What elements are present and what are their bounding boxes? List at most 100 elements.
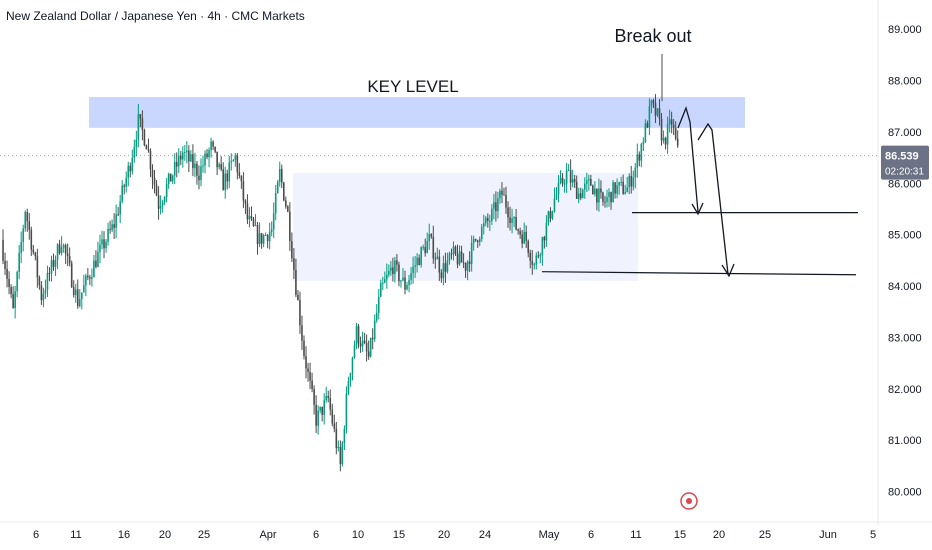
record-icon[interactable] (680, 492, 698, 510)
y-tick-label: 83.000 (888, 332, 922, 344)
candle-body (618, 182, 620, 186)
x-tick-label: 24 (479, 529, 491, 541)
candle-body (313, 388, 315, 405)
candle-body (133, 146, 136, 158)
candle-body (398, 264, 400, 282)
candle-body (184, 152, 186, 154)
candle-body (99, 244, 101, 252)
candle-body (511, 218, 513, 223)
candle-body (446, 260, 449, 272)
candle-body (305, 356, 307, 369)
candle-body (620, 181, 622, 183)
candle-body (588, 179, 590, 181)
candle-body (549, 211, 552, 219)
candle-body (287, 206, 289, 212)
candle-body (329, 397, 332, 410)
candle-body (676, 138, 679, 146)
candle-body (349, 373, 352, 382)
candle-body (654, 102, 657, 116)
x-tick-label: Jun (819, 529, 837, 541)
candle-body (129, 165, 132, 172)
y-tick-label: 86.000 (888, 178, 922, 190)
candle-body (379, 283, 382, 297)
candle-body (529, 252, 532, 261)
y-tick-label: 80.000 (888, 487, 922, 499)
candle-body (464, 263, 467, 271)
candle-body (323, 400, 325, 415)
candle-body (311, 380, 313, 389)
candle-body (347, 381, 350, 394)
candle-body (20, 241, 22, 253)
candle-body (250, 216, 253, 219)
candle-body (137, 114, 140, 140)
candle-body (238, 172, 241, 176)
candle-body (258, 233, 261, 245)
candle-body (386, 274, 388, 280)
candle-body (68, 256, 71, 264)
candle-body (470, 243, 473, 264)
price-tag-value: 86.539 (885, 151, 919, 163)
candle-body (418, 257, 420, 266)
candle-body (476, 240, 479, 243)
candle-body (115, 214, 117, 228)
candle-body (325, 395, 328, 401)
candle-body (422, 247, 424, 249)
candle-body (307, 368, 309, 372)
candle-body (521, 234, 523, 244)
candle-body (280, 168, 283, 183)
candle-body (153, 177, 156, 185)
y-tick-label: 84.000 (888, 281, 922, 293)
candle-body (656, 108, 659, 116)
candle-body (54, 259, 57, 267)
candle-body (458, 251, 461, 265)
x-tick-label: 20 (438, 529, 450, 541)
candle-body (64, 245, 67, 254)
candle-body (594, 188, 596, 195)
candle-body (177, 155, 180, 167)
key-level-zone[interactable] (89, 97, 745, 128)
candle-body (630, 175, 633, 187)
candle-body (634, 167, 637, 178)
candle-body (353, 345, 356, 358)
candle-body (434, 258, 437, 260)
candle-body (119, 201, 121, 215)
candle-body (234, 155, 237, 161)
candle-body (577, 193, 580, 199)
candle-body (513, 216, 515, 219)
candle-body (388, 270, 390, 275)
candle-body (628, 175, 631, 188)
y-axis[interactable]: 80.000 81.000 82.000 83.000 84.000 85.000 86.0… (877, 0, 922, 525)
candle-body (167, 173, 170, 185)
arrowhead-2 (721, 263, 735, 278)
candle-body (624, 192, 626, 194)
candle-body (525, 231, 527, 241)
candle-body (636, 154, 639, 168)
candle-body (260, 233, 263, 244)
candle-body (327, 395, 330, 398)
candle-body (590, 179, 592, 186)
candle-body (509, 217, 511, 223)
candle-body (472, 238, 475, 244)
candle-body (14, 291, 16, 309)
x-axis[interactable]: 6 11 16 20 25 Apr 6 10 15 20 24 May 6 11 15 20 25 Jun 5 (0, 521, 932, 541)
candle-body (384, 279, 386, 283)
candle-body (408, 279, 410, 286)
candle-body (131, 157, 134, 172)
candle-body (295, 269, 297, 295)
candle-body (147, 149, 150, 151)
candle-body (2, 239, 4, 261)
candle-body (268, 231, 271, 242)
candle-body (149, 150, 152, 170)
candle-body (117, 214, 119, 216)
candle-body (466, 261, 469, 271)
candle-body (175, 161, 178, 167)
candle-body (632, 177, 635, 187)
candle-body (541, 237, 544, 256)
drawings-group[interactable] (541, 105, 858, 278)
y-tick-label: 87.000 (888, 127, 922, 139)
candles-group (2, 54, 679, 472)
candle-body (616, 185, 618, 194)
candle-body (468, 261, 471, 264)
candle-body (16, 271, 18, 292)
